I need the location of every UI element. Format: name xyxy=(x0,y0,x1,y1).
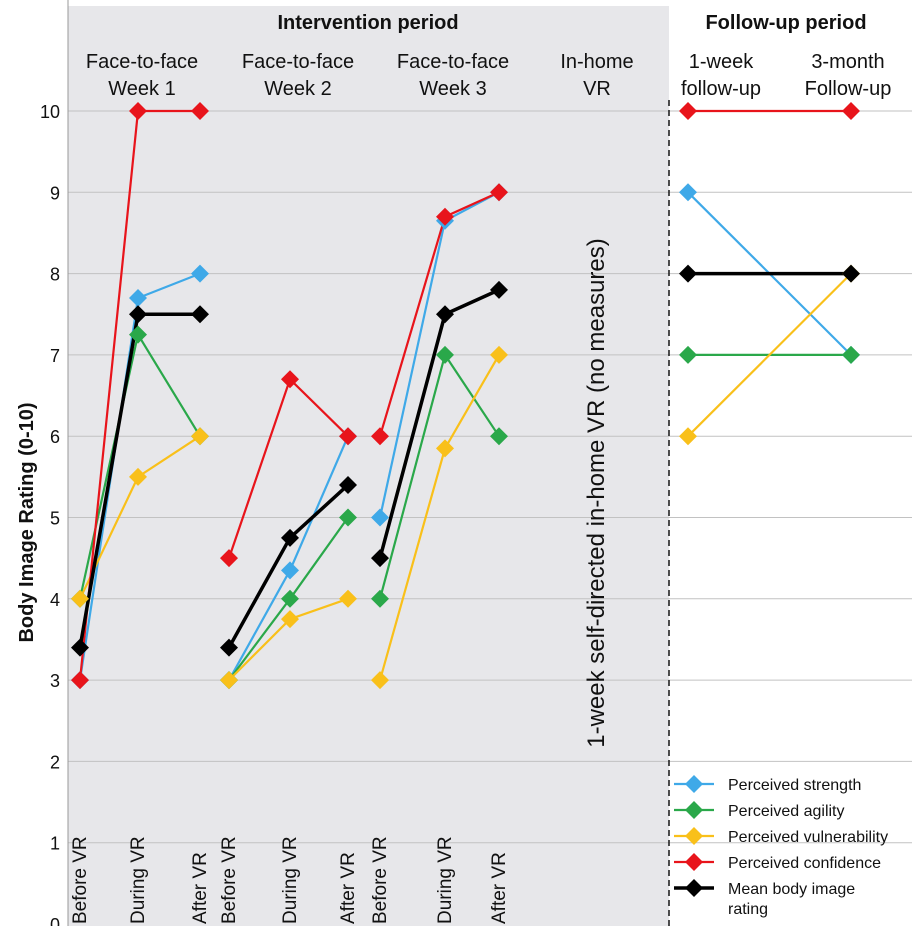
data-point xyxy=(679,345,697,364)
y-tick-label: 6 xyxy=(50,427,60,447)
data-point xyxy=(71,638,89,657)
y-tick-label: 8 xyxy=(50,265,60,285)
data-point xyxy=(339,427,357,446)
data-point xyxy=(129,305,147,324)
data-point xyxy=(281,370,299,389)
inhome-vr-note: 1-week self-directed in-home VR (no meas… xyxy=(583,238,610,748)
data-point xyxy=(220,638,238,657)
data-point xyxy=(281,528,299,547)
intervention-background xyxy=(68,6,669,926)
y-tick-label: 0 xyxy=(50,915,60,926)
data-point xyxy=(71,671,89,690)
data-point xyxy=(191,427,209,446)
phase-label: After VR xyxy=(190,852,211,924)
data-point xyxy=(129,467,147,486)
data-point xyxy=(129,288,147,307)
y-tick-label: 4 xyxy=(50,590,60,610)
group-header: 1-week xyxy=(689,51,754,73)
period-header-intervention: Intervention period xyxy=(277,12,458,34)
data-point xyxy=(679,427,697,446)
data-point xyxy=(191,102,209,120)
group-header: Week 1 xyxy=(108,78,175,100)
data-point xyxy=(281,610,299,629)
data-point xyxy=(371,549,389,568)
legend-swatch-marker xyxy=(685,879,703,897)
data-point xyxy=(490,183,508,202)
data-point xyxy=(842,102,860,120)
phase-label: During VR xyxy=(128,836,149,924)
data-point xyxy=(679,102,697,120)
y-tick-label: 2 xyxy=(50,752,60,772)
phase-label: During VR xyxy=(435,836,456,924)
group-header: 3-month xyxy=(811,51,884,73)
data-point xyxy=(490,345,508,364)
legend-label: Perceived agility xyxy=(728,803,845,820)
data-point xyxy=(679,264,697,283)
data-point xyxy=(371,671,389,690)
group-header: Face-to-face xyxy=(242,51,354,73)
data-point xyxy=(490,427,508,446)
legend-label: Perceived confidence xyxy=(728,855,881,872)
y-axis-label: Body Image Rating (0-10) xyxy=(16,402,38,642)
y-tick-label: 3 xyxy=(50,671,60,691)
legend-label: Perceived vulnerability xyxy=(728,829,888,846)
data-point xyxy=(339,508,357,527)
legend-label: rating xyxy=(728,901,768,918)
data-point xyxy=(436,305,454,324)
data-point xyxy=(842,345,860,364)
group-header: Face-to-face xyxy=(86,51,198,73)
legend-swatch-marker xyxy=(685,827,703,845)
data-point xyxy=(71,589,89,608)
group-header: VR xyxy=(583,78,611,100)
data-point xyxy=(191,305,209,324)
period-header-followup: Follow-up period xyxy=(705,12,866,34)
data-point xyxy=(129,102,147,120)
legend-label: Mean body image xyxy=(728,881,855,898)
y-tick-label: 7 xyxy=(50,346,60,366)
data-point xyxy=(220,549,238,568)
group-header: Week 2 xyxy=(264,78,331,100)
data-point xyxy=(679,183,697,202)
data-point xyxy=(436,345,454,364)
data-point xyxy=(842,264,860,283)
group-header: In-home xyxy=(560,51,633,73)
phase-label: Before VR xyxy=(70,836,91,924)
data-point xyxy=(191,264,209,283)
group-header: follow-up xyxy=(681,78,761,100)
phase-label: Before VR xyxy=(219,836,240,924)
data-point xyxy=(281,561,299,580)
data-point xyxy=(371,508,389,527)
group-header: Follow-up xyxy=(805,78,892,100)
data-point xyxy=(371,427,389,446)
y-tick-label: 9 xyxy=(50,183,60,203)
data-point xyxy=(129,325,147,344)
legend-swatch-marker xyxy=(685,775,703,793)
y-tick-label: 10 xyxy=(40,102,60,122)
y-tick-label: 5 xyxy=(50,509,60,529)
data-point xyxy=(339,589,357,608)
phase-label: During VR xyxy=(280,836,301,924)
phase-label: After VR xyxy=(338,852,359,924)
legend-swatch-marker xyxy=(685,801,703,819)
data-point xyxy=(436,439,454,458)
y-tick-label: 1 xyxy=(50,834,60,854)
legend-label: Perceived strength xyxy=(728,777,861,794)
data-point xyxy=(220,671,238,690)
data-point xyxy=(371,589,389,608)
data-point xyxy=(490,280,508,299)
data-point xyxy=(281,589,299,608)
phase-label: Before VR xyxy=(370,836,391,924)
series-line xyxy=(687,272,852,437)
data-point xyxy=(436,207,454,226)
legend-swatch-marker xyxy=(685,853,703,871)
group-header: Week 3 xyxy=(419,78,486,100)
data-point xyxy=(339,475,357,494)
group-header: Face-to-face xyxy=(397,51,509,73)
phase-label: After VR xyxy=(489,852,510,924)
